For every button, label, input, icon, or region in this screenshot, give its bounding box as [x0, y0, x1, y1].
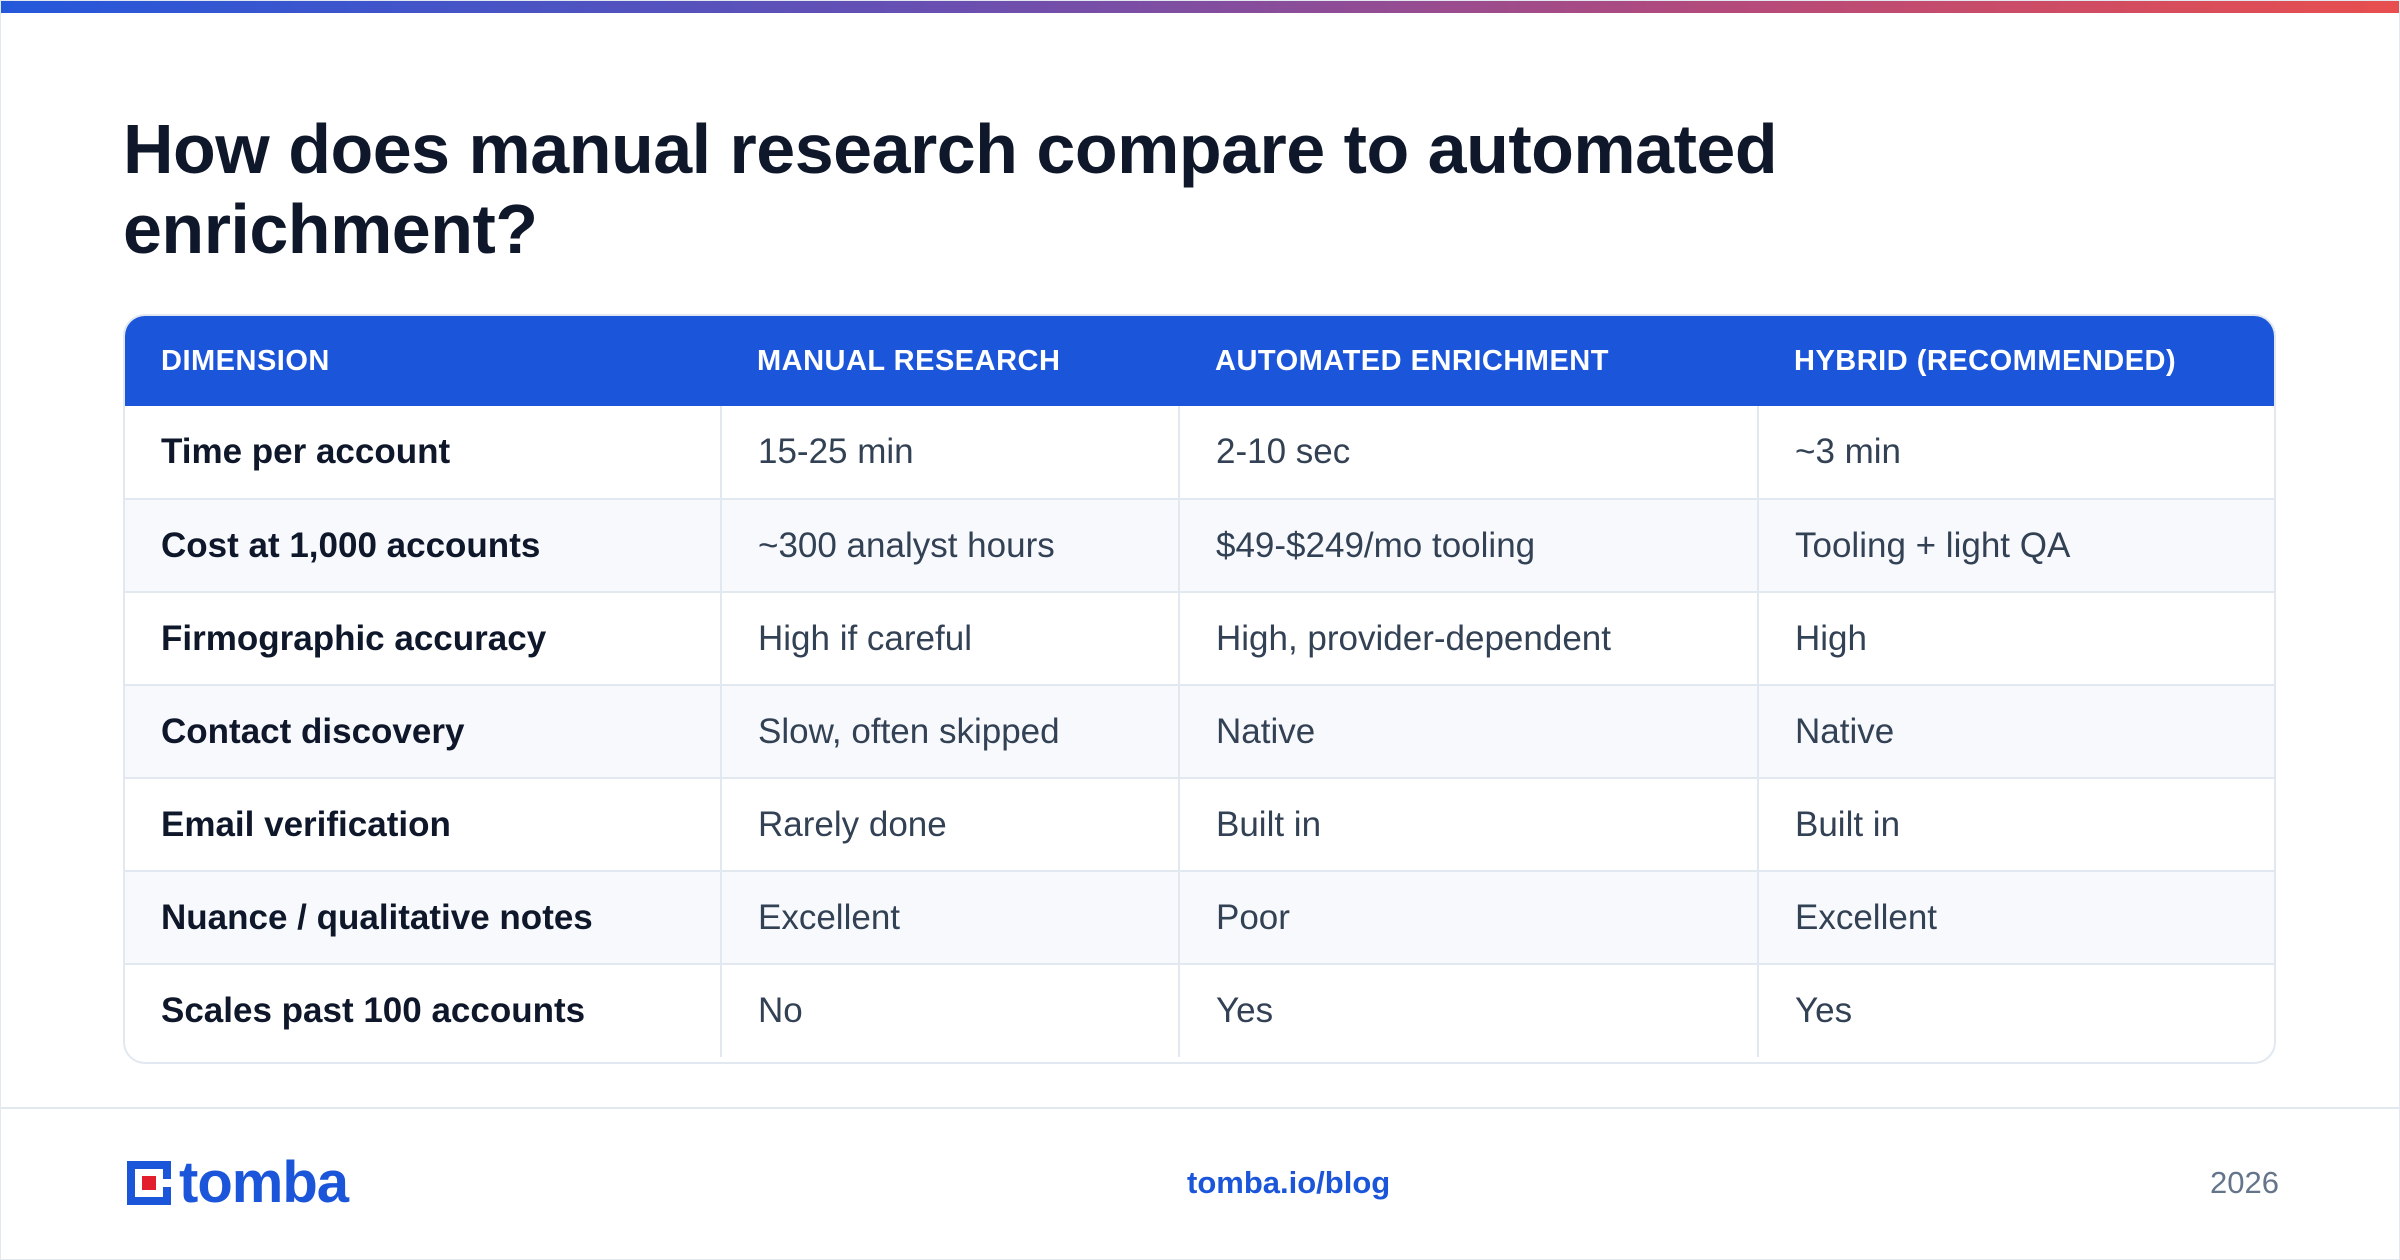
- manual-cell: ~300 analyst hours: [720, 498, 1179, 592]
- table-row: Contact discovery Slow, often skipped Na…: [125, 684, 2274, 778]
- dimension-cell: Contact discovery: [125, 684, 721, 778]
- manual-cell: No: [720, 963, 1179, 1057]
- table-row: Time per account 15-25 min 2-10 sec ~3 m…: [125, 406, 2274, 499]
- header-dimension: DIMENSION: [125, 316, 721, 406]
- hybrid-cell: Yes: [1757, 963, 2274, 1057]
- header-manual-research: MANUAL RESEARCH: [721, 316, 1179, 406]
- automated-cell: Yes: [1178, 963, 1758, 1057]
- logo-wordmark: tomba: [179, 1150, 349, 1215]
- automated-cell: Poor: [1178, 870, 1758, 964]
- table-row: Firmographic accuracy High if careful Hi…: [125, 591, 2274, 685]
- table-row: Email verification Rarely done Built in …: [125, 777, 2274, 871]
- footer-divider: [1, 1107, 2399, 1109]
- manual-cell: High if careful: [720, 591, 1179, 685]
- dimension-cell: Time per account: [161, 432, 451, 471]
- dimension-cell: Email verification: [125, 777, 721, 871]
- manual-cell: Slow, often skipped: [720, 684, 1179, 778]
- automated-cell: Built in: [1178, 777, 1758, 871]
- automated-cell: 2-10 sec: [1178, 406, 1758, 499]
- hybrid-cell: Native: [1757, 684, 2274, 778]
- gradient-top-bar: [1, 1, 2399, 13]
- page-title: How does manual research compare to auto…: [123, 110, 1778, 268]
- table-row: Nuance / qualitative notes Excellent Poo…: [125, 870, 2274, 964]
- table-row: Scales past 100 accounts No Yes Yes: [125, 963, 2274, 1057]
- manual-cell: Excellent: [720, 870, 1179, 964]
- hybrid-cell: ~3 min: [1757, 406, 2274, 499]
- tomba-logo-icon: [127, 1161, 171, 1205]
- footer-year: 2026: [2210, 1165, 2279, 1200]
- comparison-table: DIMENSION MANUAL RESEARCH AUTOMATED ENRI…: [125, 316, 2274, 1057]
- hybrid-cell: Excellent: [1757, 870, 2274, 964]
- hybrid-cell: Built in: [1757, 777, 2274, 871]
- blog-link[interactable]: tomba.io/blog: [1187, 1165, 1391, 1200]
- automated-cell: $49-$249/mo tooling: [1178, 498, 1758, 592]
- header-automated-enrichment: AUTOMATED ENRICHMENT: [1179, 316, 1758, 406]
- dimension-cell: Scales past 100 accounts: [125, 963, 721, 1057]
- comparison-table-container: DIMENSION MANUAL RESEARCH AUTOMATED ENRI…: [123, 314, 2276, 1064]
- hybrid-cell: Tooling + light QA: [1757, 498, 2274, 592]
- dimension-cell: Firmographic accuracy: [125, 591, 721, 685]
- dimension-cell: Cost at 1,000 accounts: [125, 498, 721, 592]
- manual-cell: Rarely done: [720, 777, 1179, 871]
- dimension-cell: Nuance / qualitative notes: [125, 870, 721, 964]
- hybrid-cell: High: [1757, 591, 2274, 685]
- table-row: Cost at 1,000 accounts ~300 analyst hour…: [125, 498, 2274, 592]
- manual-cell: 15-25 min: [720, 406, 1179, 499]
- header-hybrid: HYBRID (RECOMMENDED): [1758, 316, 2274, 406]
- automated-cell: Native: [1178, 684, 1758, 778]
- automated-cell: High, provider-dependent: [1178, 591, 1758, 685]
- table-header-row: DIMENSION MANUAL RESEARCH AUTOMATED ENRI…: [125, 316, 2274, 406]
- tomba-logo[interactable]: tomba: [123, 1150, 349, 1215]
